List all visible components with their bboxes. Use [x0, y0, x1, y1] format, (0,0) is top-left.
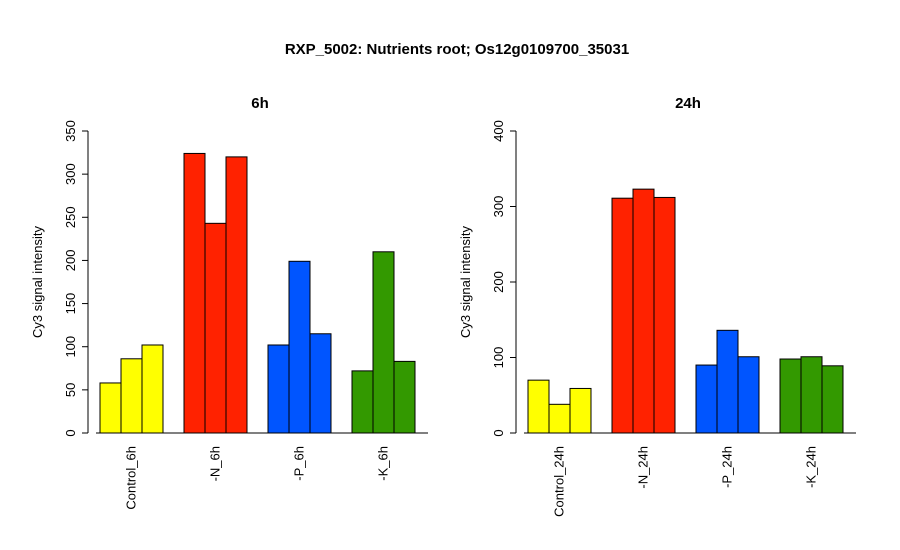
panel-title: 6h	[251, 95, 269, 112]
figure-title: RXP_5002: Nutrients root; Os12g0109700_3…	[285, 41, 629, 58]
bar--K_6h-1	[351, 370, 374, 434]
bar-Control_24h-2	[548, 403, 571, 434]
bar-Control_6h-2	[120, 358, 143, 434]
y-axis-label: Cy3 signal intensity	[458, 226, 473, 338]
y-tick-label: 0	[491, 429, 506, 436]
bar--P_6h-2	[288, 260, 311, 434]
x-tick-label: -N_24h	[636, 446, 651, 489]
bar--P_24h-1	[695, 364, 718, 434]
chart-panel-24h: 24h Cy3 signal intensity 0 100 200 300 400 Cont…	[458, 95, 856, 517]
bar--N_24h-2	[632, 188, 655, 434]
x-tick-label: -P_24h	[720, 446, 735, 488]
bar--P_24h-2	[716, 329, 739, 434]
chart-panel-6h: 6h Cy3 signal intensity 0 50 100 150 200 250 300…	[30, 95, 428, 510]
bar--P_6h-1	[267, 344, 290, 434]
bar--K_24h-2	[800, 356, 823, 434]
chart-panels: 6h Cy3 signal intensity 0 50 100 150 200 250 300…	[30, 95, 856, 517]
bar-Control_24h-1	[527, 379, 550, 434]
bar--N_6h-2	[204, 222, 227, 434]
y-tick-label: 250	[63, 206, 78, 228]
y-tick-label: 300	[491, 196, 506, 218]
y-tick-label: 50	[63, 383, 78, 397]
x-tick-label: -K_24h	[804, 446, 819, 488]
bar--P_24h-3	[737, 356, 760, 434]
y-tick-label: 100	[491, 347, 506, 369]
bar--K_24h-1	[779, 358, 802, 434]
y-tick-label: 350	[63, 120, 78, 142]
bar--K_6h-2	[372, 251, 395, 434]
y-tick-label: 200	[63, 250, 78, 272]
y-tick-label: 300	[63, 163, 78, 185]
x-tick-label: -K_6h	[376, 446, 391, 481]
bar-Control_24h-3	[569, 387, 592, 434]
y-tick-label: 100	[63, 336, 78, 358]
bar--N_6h-1	[183, 152, 206, 434]
x-tick-label: Control_24h	[552, 446, 567, 517]
x-tick-label: Control_6h	[124, 446, 139, 510]
bar--K_24h-3	[821, 365, 844, 434]
bar--K_6h-3	[393, 360, 416, 434]
bar-Control_6h-3	[141, 344, 164, 434]
y-tick-label: 150	[63, 293, 78, 315]
bar-Control_6h-1	[99, 382, 122, 434]
bar--N_24h-3	[653, 196, 676, 434]
bar--N_24h-1	[611, 197, 634, 434]
panel-title: 24h	[675, 95, 701, 112]
y-tick-label: 0	[63, 429, 78, 436]
y-tick-label: 200	[491, 271, 506, 293]
bar--P_6h-3	[309, 333, 332, 434]
x-tick-label: -N_6h	[208, 446, 223, 481]
y-tick-label: 400	[491, 120, 506, 142]
y-axis-label: Cy3 signal intensity	[30, 226, 45, 338]
bar--N_6h-3	[225, 156, 248, 434]
x-tick-label: -P_6h	[292, 446, 307, 481]
